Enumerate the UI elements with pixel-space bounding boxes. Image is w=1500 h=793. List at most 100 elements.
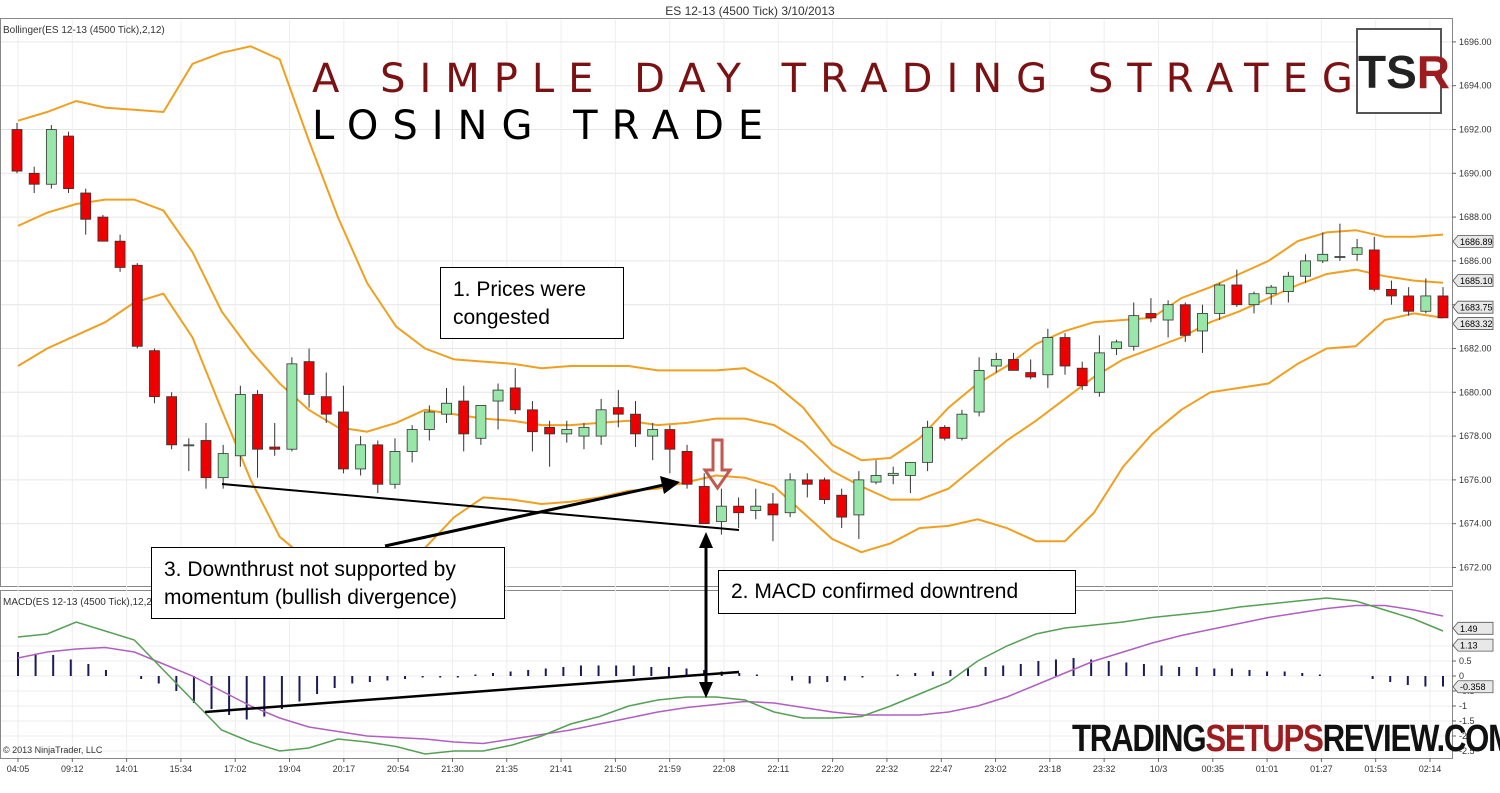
x-tick-label: 21:35 [496,764,519,774]
candle-bear [28,172,40,185]
macd-value-tag-text: 1.13 [1460,641,1478,651]
candle-bear [320,396,332,415]
candle-bull [1248,293,1260,306]
arrow-2-head-down [699,682,713,698]
candle-bull [1042,337,1054,376]
candle-bull [1093,352,1105,393]
macd-value-tag: 1.13 [1452,638,1494,652]
arrow-2-head-up [699,532,713,548]
x-tick-label: 23:32 [1093,764,1116,774]
price-tick-label: 1690.00 [1459,168,1492,178]
macd-tick-label: 0 [1459,671,1464,681]
x-tick-label: 10/3 [1150,764,1168,774]
candle-bull [750,505,762,511]
subheadline: LOSING TRADE [312,103,778,149]
candle-bull [784,479,796,514]
annotation-congested: 1. Prices were congested [440,267,624,339]
price-tick-label: 1696.00 [1459,37,1492,47]
price-tick-label: 1686.00 [1459,256,1492,266]
price-value-tag-text: 1685.10 [1460,276,1493,286]
x-tick-label: 21:41 [550,764,573,774]
candle-bull [423,411,435,430]
candle-bear [1025,372,1037,378]
macd-tick-label: -2.5 [1459,746,1475,756]
candle-bear [939,426,951,439]
logo-ts: TS [1358,46,1417,98]
annotation-1-line2: congested [453,306,550,329]
candle-bear [131,264,143,347]
x-tick-label: 22:08 [713,764,736,774]
price-pane-frame [0,18,1453,587]
price-tick-label: 1680.00 [1459,387,1492,397]
candle-bear [97,216,109,242]
candle-bull [183,444,195,447]
candle-bull [1128,315,1140,347]
price-value-tag-text: 1686.89 [1460,237,1493,247]
headline: A SIMPLE DAY TRADING STRATEGY [312,56,1404,102]
candle-bull [217,453,229,479]
brand-watermark: TRADINGSETUPSREVIEW.COM [1072,718,1500,761]
price-value-tag: 1683.75 [1452,300,1494,314]
candle-bear [458,400,470,435]
logo-r: R [1416,46,1451,98]
annotation-1-line1: 1. Prices were [453,278,587,301]
macd-line [17,597,1444,755]
price-value-tag-text: 1683.75 [1460,303,1493,313]
x-tick-label: 01:53 [1364,764,1387,774]
price-tick-label: 1678.00 [1459,431,1492,441]
candle-bull [990,359,1002,367]
price-value-tag: 1683.32 [1452,317,1494,330]
macd-pane-label: MACD(ES 12-13 (4500 Tick),12,26,9) [3,597,170,608]
candle-bull [45,129,57,185]
price-value-tag-bg [1452,274,1494,288]
candle-bear [836,494,848,518]
candle-bear [1386,288,1397,297]
macd-value-tag: 1.49 [1452,621,1494,635]
candle-bear [252,394,263,450]
candle-bull [1162,304,1174,321]
candle-bull [956,413,968,439]
candle-bull [853,479,865,516]
x-tick-label: 17:02 [224,764,247,774]
annotation-3-line2: momentum (bullish divergence) [164,586,457,609]
macd-value-tag-bg [1452,680,1494,694]
candle-bull [904,461,916,476]
annotation-macd-downtrend: 2. MACD confirmed downtrend [718,570,1076,614]
candle-bear [166,396,178,446]
brand-part3: REVIEW.COM [1322,718,1500,760]
candle-bear [80,192,92,220]
candle-bull [1197,313,1208,332]
candle-bull [1317,253,1329,262]
entry-arrow-icon [702,438,733,491]
price-value-tag-bg [1452,317,1494,330]
candle-bear [200,440,212,479]
price-tick-label: 1674.00 [1459,519,1492,529]
candle-bear [509,387,521,411]
x-tick-label: 23:02 [984,764,1007,774]
candle-bear [630,413,641,435]
price-tick-label: 1694.00 [1459,81,1492,91]
price-value-tag-bg [1452,235,1494,248]
candle-bull [355,444,367,470]
candle-bull [1351,247,1363,255]
candle-bull [1111,341,1122,349]
candle-bear [698,486,710,525]
macd-value-tag-bg [1452,621,1494,635]
annotation-2-text: 2. MACD confirmed downtrend [731,580,1019,603]
x-tick-label: 22:32 [876,764,899,774]
macd-divergence-line [204,670,740,714]
x-tick-label: 22:47 [930,764,953,774]
price-divergence-line [221,483,740,531]
candle-bear [664,429,676,450]
candle-bull [1300,260,1311,277]
candle-bull [286,363,298,450]
macd-tick-label: -1 [1459,701,1467,711]
candle-bear [733,505,744,514]
price-value-tag-bg [1452,300,1494,314]
tsr-logo: TSR [1356,28,1450,114]
macd-value-tag-bg [1452,638,1494,652]
x-tick-label: 04:05 [7,764,30,774]
candle-bear [1008,359,1019,371]
